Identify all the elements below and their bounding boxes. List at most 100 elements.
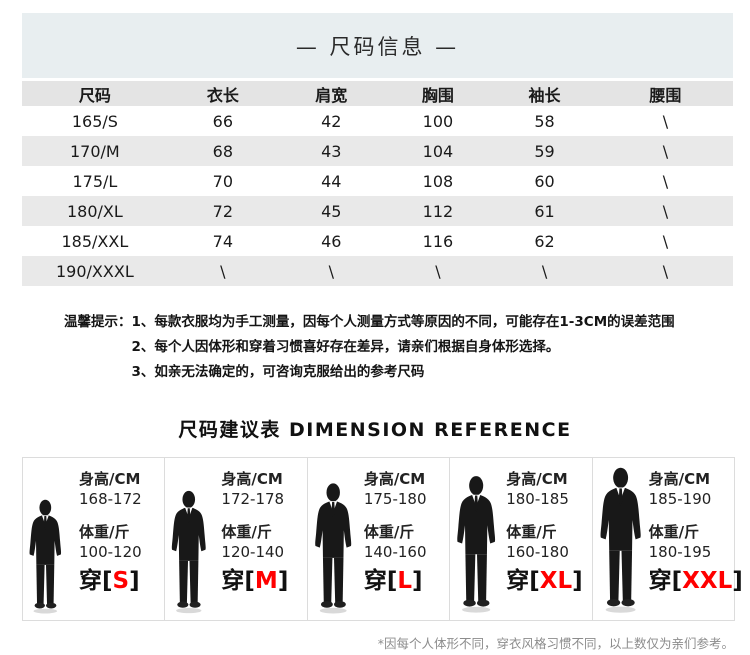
size-panel-xl: 身高/CM 180-185 体重/斤 160-180 穿[XL] (450, 458, 593, 620)
wear-size-letter: L (397, 568, 412, 594)
column-header-size: 尺码 (22, 81, 168, 106)
wear-size-letter: XL (539, 568, 573, 594)
table-row: 175/L 70 44 108 60 \ (22, 166, 733, 196)
column-header-length: 衣长 (167, 81, 278, 106)
size-table-header-row: 尺码 衣长 肩宽 胸围 袖长 腰围 (22, 81, 733, 106)
height-label: 身高/CM (648, 470, 711, 488)
wear-size-line: 穿[S] (79, 568, 142, 594)
warm-tips-label: 温馨提示： (64, 314, 132, 330)
size-panel-l: 身高/CM 175-180 体重/斤 140-160 穿[L] (308, 458, 451, 620)
height-label: 身高/CM (506, 470, 568, 488)
table-row: 165/S 66 42 100 58 \ (22, 106, 733, 136)
wear-suffix: ] (572, 568, 583, 594)
size-panel-info: 身高/CM 185-190 体重/斤 180-195 穿[XXL] (648, 469, 743, 594)
cell-shoulder: \ (328, 261, 334, 281)
weight-range: 100-120 (79, 543, 142, 561)
cell-waist: \ (662, 261, 669, 281)
wear-suffix: ] (277, 568, 289, 594)
size-panel-info: 身高/CM 172-178 体重/斤 120-140 穿[M] (221, 469, 289, 594)
cell-waist: \ (662, 111, 669, 131)
cell-chest: 108 (422, 171, 454, 191)
wear-size-line: 穿[XL] (506, 568, 583, 594)
height-label: 身高/CM (363, 470, 426, 488)
size-panel-m: 身高/CM 172-178 体重/斤 120-140 穿[M] (165, 458, 308, 620)
tip-item-3: 3、如亲无法确定的，可咨询克服给出的参考尺码 (131, 364, 425, 380)
weight-range: 120-140 (221, 543, 285, 561)
page-title: — 尺码信息 — (295, 34, 460, 59)
cell-chest: 104 (422, 141, 454, 161)
wear-size-letter: XXL (682, 568, 733, 594)
size-panel-info: 身高/CM 175-180 体重/斤 140-160 穿[L] (363, 469, 427, 594)
warm-tips-list: 1、每款衣服均为手工测量，因每个人测量方式等原因的不同，可能存在1-3CM的误差… (132, 310, 675, 385)
cell-length: 74 (212, 231, 234, 251)
table-row: 170/M 68 43 104 59 \ (22, 136, 733, 166)
cell-sleeve: 61 (534, 201, 555, 221)
cell-size: 165/S (71, 111, 118, 131)
cell-size: 180/XL (66, 201, 123, 221)
man-silhouette-icon (311, 483, 357, 617)
wear-prefix: 穿[ (363, 568, 398, 594)
cell-sleeve: \ (541, 261, 548, 281)
wear-prefix: 穿[ (221, 568, 255, 594)
dimension-reference-heading: 尺码建议表 DIMENSION REFERENCE (178, 419, 572, 441)
cell-chest: 116 (422, 231, 454, 251)
height-range: 172-178 (221, 490, 285, 508)
size-panel-info: 身高/CM 168-172 体重/斤 100-120 穿[S] (79, 469, 142, 594)
man-silhouette-icon (453, 475, 501, 617)
weight-range: 180-195 (648, 543, 712, 561)
cell-length: 72 (212, 201, 234, 221)
warm-tips: 温馨提示： 1、每款衣服均为手工测量，因每个人测量方式等原因的不同，可能存在1-… (64, 310, 750, 385)
cell-waist: \ (662, 201, 669, 221)
column-header-shoulder: 肩宽 (277, 81, 385, 106)
size-table: 尺码 衣长 肩宽 胸围 袖长 腰围 165/S 66 42 100 58 \ 1… (22, 81, 733, 286)
cell-chest: \ (435, 261, 441, 281)
cell-shoulder: 42 (321, 111, 342, 131)
weight-range: 140-160 (363, 543, 427, 561)
cell-sleeve: 62 (534, 231, 555, 251)
column-header-chest: 胸围 (384, 81, 492, 106)
wear-prefix: 穿[ (79, 568, 113, 594)
cell-shoulder: 45 (321, 201, 342, 221)
height-label: 身高/CM (221, 470, 283, 488)
wear-prefix: 穿[ (506, 568, 540, 594)
wear-size-letter: S (112, 568, 130, 594)
size-panel-info: 身高/CM 180-185 体重/斤 160-180 穿[XL] (506, 469, 583, 594)
cell-waist: \ (662, 141, 669, 161)
wear-suffix: ] (129, 568, 140, 594)
height-range: 175-180 (363, 490, 427, 508)
height-range: 185-190 (648, 490, 712, 508)
weight-label: 体重/斤 (648, 523, 700, 541)
table-row: 180/XL 72 45 112 61 \ (22, 196, 733, 226)
cell-shoulder: 43 (321, 141, 342, 161)
reference-footnote: *因每个人体形不同，穿衣风格习惯不同，以上数仅为亲们参考。 (377, 636, 734, 651)
size-panel-xxl: 身高/CM 185-190 体重/斤 180-195 穿[XXL] (593, 458, 743, 620)
height-range: 168-172 (79, 490, 142, 508)
man-silhouette-icon (596, 467, 647, 617)
cell-waist: \ (662, 231, 669, 251)
size-panel-s: 身高/CM 168-172 体重/斤 100-120 穿[S] (23, 458, 166, 620)
cell-length: 66 (212, 111, 234, 131)
cell-size: 185/XXL (61, 231, 129, 251)
weight-range: 160-180 (506, 543, 569, 561)
cell-sleeve: 58 (534, 111, 555, 131)
tip-item-2: 2、每个人因体形和穿着习惯喜好存在差异，请亲们根据自身体形选择。 (131, 339, 560, 355)
man-silhouette-icon (26, 499, 66, 617)
table-row: 190/XXXL \ \ \ \ \ (22, 256, 733, 286)
tip-item-1: 1、每款衣服均为手工测量，因每个人测量方式等原因的不同，可能存在1-3CM的误差… (131, 314, 675, 330)
wear-size-letter: M (254, 568, 278, 594)
height-range: 180-185 (506, 490, 569, 508)
table-row: 185/XXL 74 46 116 62 \ (22, 226, 733, 256)
cell-size: 190/XXXL (56, 261, 134, 281)
wear-suffix: ] (732, 568, 743, 594)
cell-length: 70 (212, 171, 234, 191)
column-header-waist: 腰围 (597, 81, 733, 106)
weight-label: 体重/斤 (506, 523, 557, 541)
weight-label: 体重/斤 (363, 523, 415, 541)
cell-length: 68 (212, 141, 234, 161)
wear-prefix: 穿[ (648, 568, 683, 594)
weight-label: 体重/斤 (221, 523, 272, 541)
cell-chest: 100 (422, 111, 454, 131)
cell-shoulder: 46 (321, 231, 342, 251)
cell-shoulder: 44 (321, 171, 342, 191)
